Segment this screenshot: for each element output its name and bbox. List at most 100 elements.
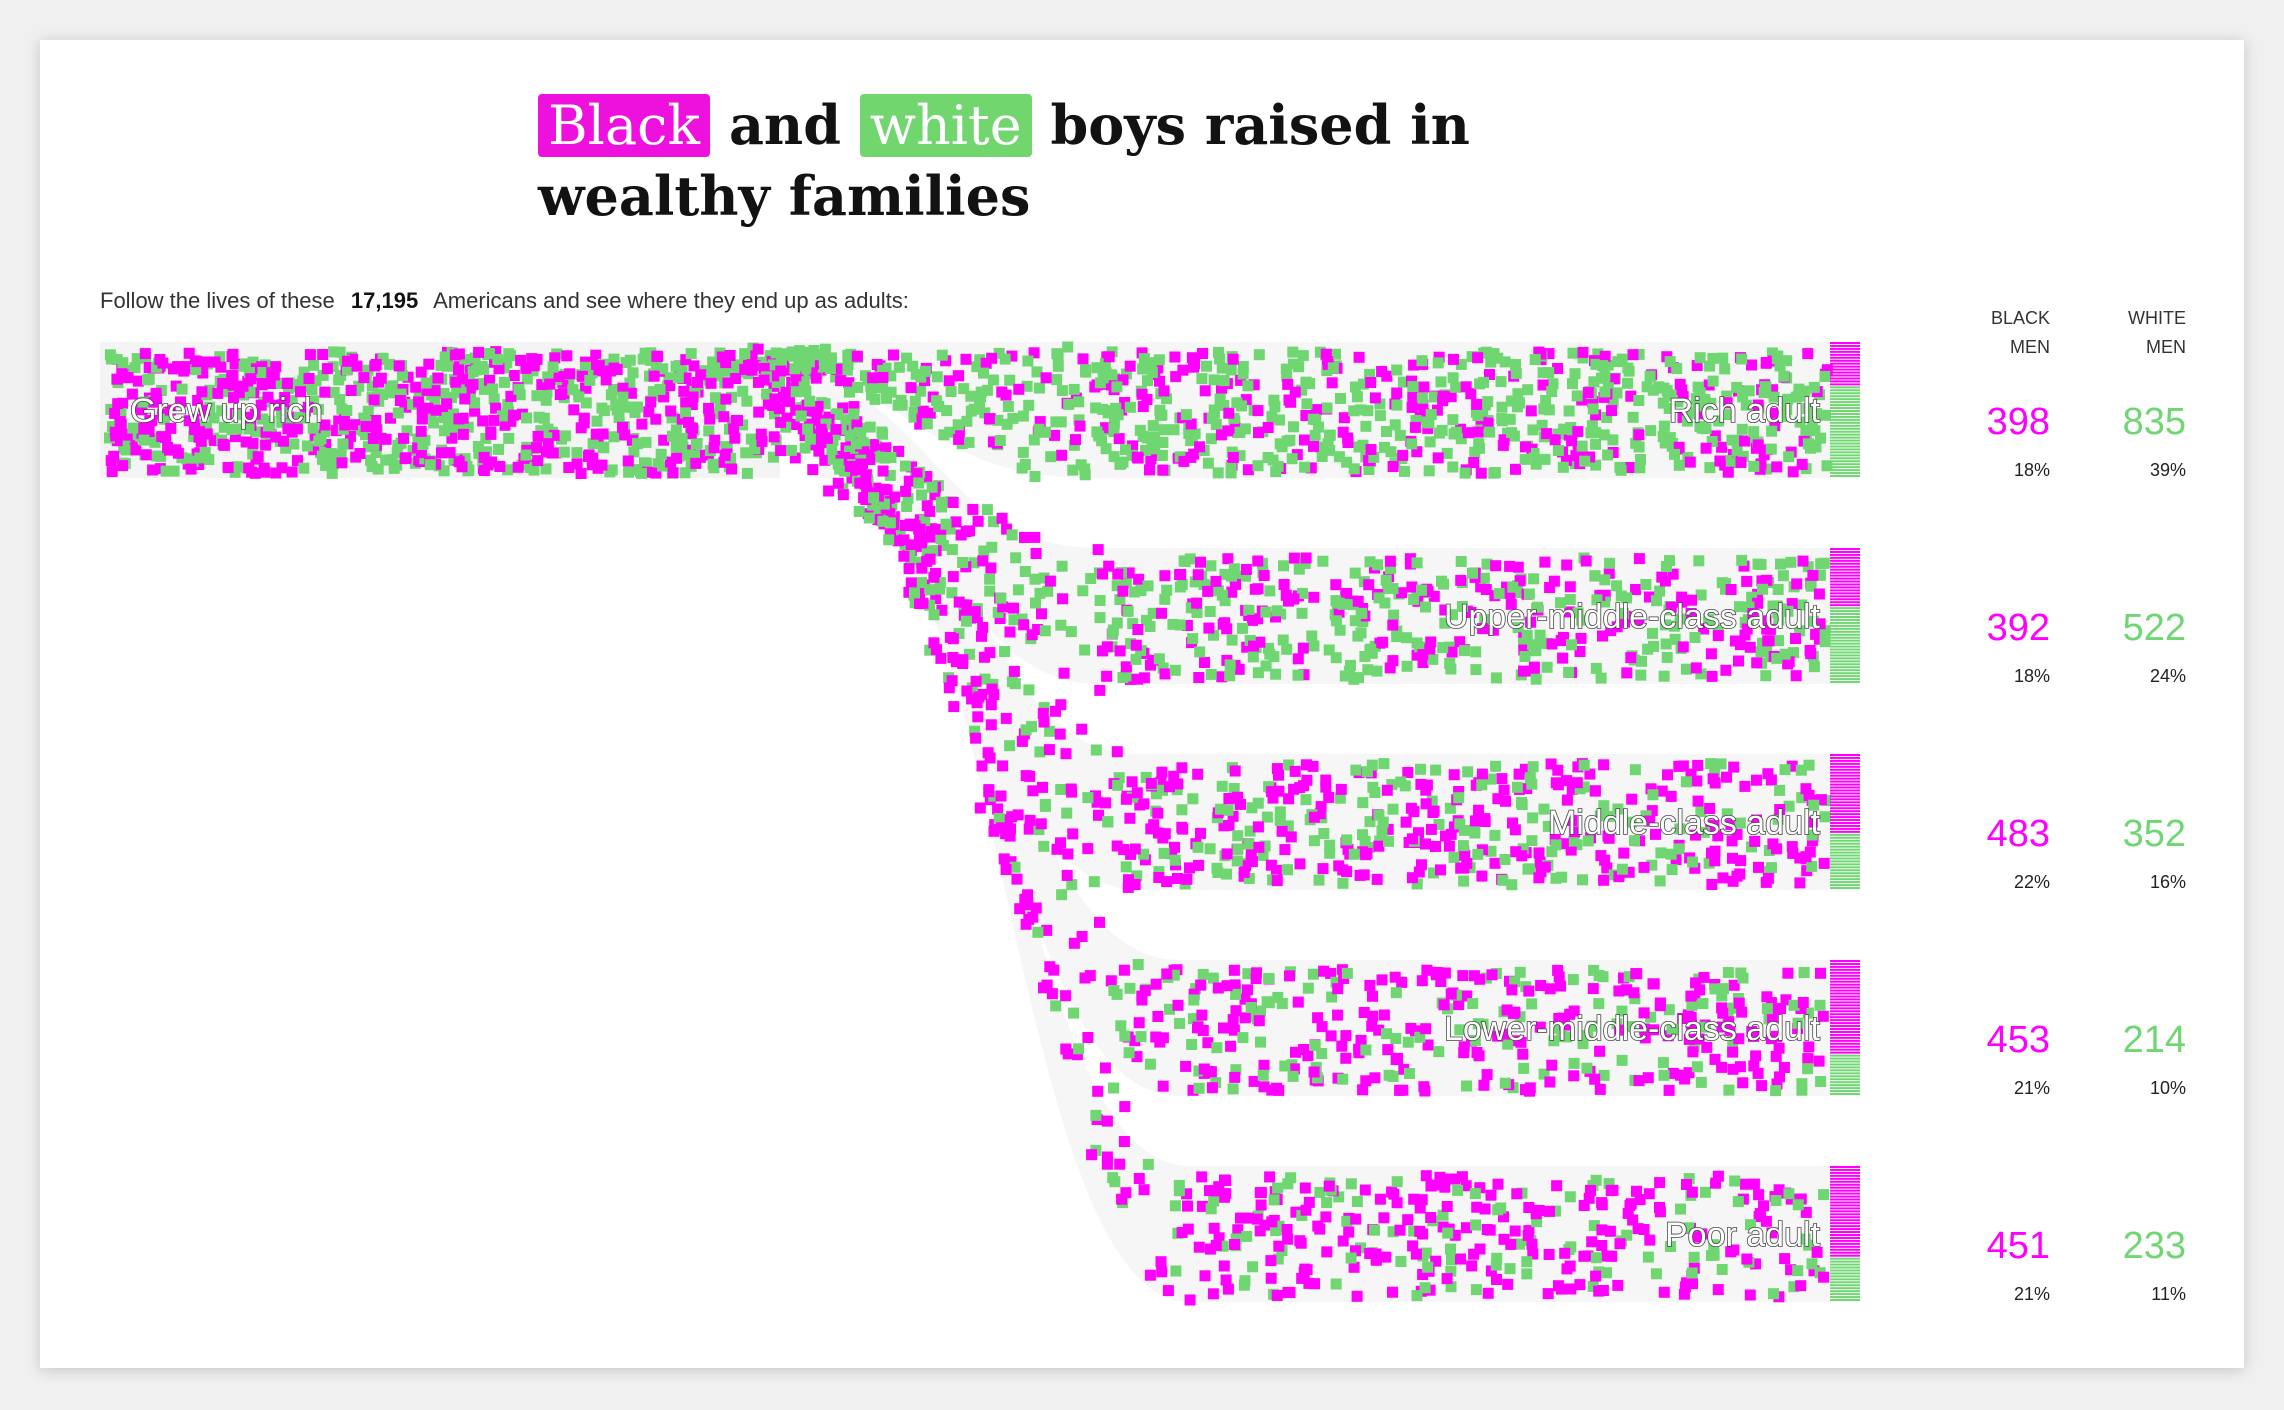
dot — [1644, 370, 1656, 382]
dot — [1806, 1258, 1818, 1270]
dot — [1724, 1024, 1736, 1036]
dot — [1488, 467, 1500, 479]
dot — [1034, 382, 1045, 394]
dot — [1420, 1023, 1432, 1035]
dot — [1268, 394, 1280, 406]
dot — [441, 360, 453, 372]
dot — [1357, 1084, 1369, 1096]
dot — [1320, 1211, 1332, 1223]
dot — [542, 438, 554, 450]
dot — [977, 622, 989, 633]
end-bar-stripe — [1830, 398, 1860, 401]
dot — [965, 390, 977, 402]
dot — [866, 499, 878, 511]
dot — [1054, 728, 1066, 740]
dot — [1550, 872, 1562, 884]
end-bar-stripe — [1830, 992, 1860, 995]
end-bar-stripe — [1830, 592, 1860, 595]
dot — [1120, 793, 1132, 805]
dot — [1333, 1191, 1345, 1203]
dot — [1685, 990, 1697, 1002]
dot — [1360, 1075, 1372, 1087]
dot — [1755, 559, 1767, 570]
dot — [1252, 821, 1264, 833]
dot — [999, 646, 1011, 657]
dot — [1114, 645, 1126, 657]
dot — [1391, 387, 1403, 399]
dot — [1065, 626, 1077, 638]
dot — [1454, 818, 1466, 830]
dot — [1323, 791, 1335, 803]
dot — [978, 367, 989, 379]
dot — [1207, 1288, 1219, 1300]
dot — [1449, 1229, 1461, 1241]
dot — [916, 562, 928, 574]
dot — [909, 395, 921, 407]
end-bar-stripe — [1830, 666, 1860, 669]
dot — [1597, 360, 1609, 372]
dot — [1548, 575, 1560, 587]
black-men-header-line2: men — [2010, 337, 2050, 357]
dot — [1691, 360, 1703, 371]
dot — [203, 454, 215, 466]
dot — [1435, 976, 1447, 987]
dot — [1489, 857, 1501, 869]
dot — [304, 381, 316, 393]
dot — [345, 385, 357, 396]
dot — [926, 481, 938, 493]
dot — [868, 439, 880, 451]
dot — [1587, 403, 1599, 415]
end-bar-stripe — [1830, 1299, 1860, 1302]
dot — [578, 412, 590, 424]
dot — [1472, 848, 1484, 860]
dot — [257, 413, 268, 425]
dot — [1523, 1202, 1535, 1213]
dot — [1492, 352, 1504, 364]
dot — [496, 410, 508, 422]
dot — [1625, 1198, 1637, 1210]
dot — [1474, 1243, 1486, 1255]
dot — [1447, 609, 1458, 621]
dot — [1642, 643, 1654, 655]
dot — [1204, 1185, 1215, 1197]
dot — [1023, 684, 1035, 696]
dot — [1653, 381, 1665, 393]
dot — [1157, 1080, 1169, 1092]
dot — [508, 370, 520, 381]
dot — [270, 431, 282, 443]
dot — [1589, 785, 1601, 797]
dot — [1813, 588, 1825, 600]
dot — [158, 413, 170, 425]
dot — [1198, 579, 1210, 590]
dot — [624, 377, 636, 389]
dot — [1606, 405, 1617, 417]
dot — [1242, 380, 1254, 392]
dot — [1225, 364, 1237, 376]
dot — [228, 392, 239, 404]
dot — [1700, 442, 1712, 454]
end-bar-stripe — [1830, 660, 1860, 663]
dot — [1786, 760, 1798, 772]
dot — [1766, 425, 1778, 437]
dot — [848, 401, 860, 413]
dot — [745, 433, 757, 445]
dot — [1348, 848, 1360, 860]
dot — [1232, 830, 1244, 842]
dot — [1264, 1171, 1276, 1183]
dot — [1689, 862, 1701, 874]
subtitle-before: Follow the lives of these — [100, 288, 335, 313]
dot — [1808, 661, 1820, 673]
sankey-chart: Grew up rich Rich adultUpper-middle-class… — [100, 341, 2186, 1306]
dot — [1474, 378, 1486, 390]
dot — [1527, 812, 1539, 824]
dot — [970, 732, 982, 744]
dot — [1410, 1248, 1422, 1260]
end-bar-stripe — [1830, 1254, 1860, 1257]
dot — [229, 466, 241, 478]
dot — [1778, 370, 1790, 382]
dot — [172, 361, 184, 373]
dot — [327, 361, 339, 373]
dot — [1441, 447, 1453, 459]
dot — [863, 512, 875, 524]
dot — [832, 408, 844, 420]
